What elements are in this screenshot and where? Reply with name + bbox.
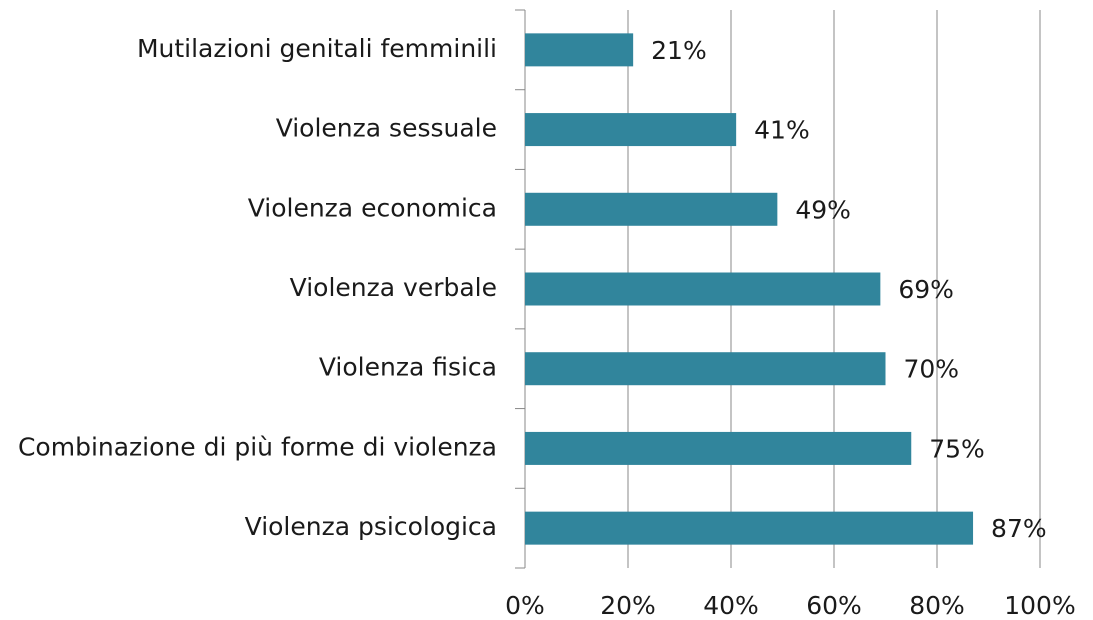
bar [525,192,778,226]
value-label: 21% [651,36,707,65]
x-tick-label: 100% [1004,591,1075,620]
y-tick-label: Violenza fisica [319,353,497,382]
x-tick-label: 40% [703,591,759,620]
x-tick-label: 60% [806,591,862,620]
value-label: 41% [754,116,810,145]
y-tick-label: Violenza economica [248,193,497,222]
value-label: 75% [929,434,985,463]
bar [525,511,974,545]
bar [525,352,886,386]
value-label: 49% [795,195,851,224]
x-tick-label: 80% [909,591,965,620]
value-label: 69% [898,275,954,304]
x-tick-label: 0% [505,591,545,620]
value-label: 87% [991,514,1047,543]
bar [525,113,737,147]
x-tick-label: 20% [600,591,656,620]
y-tick-label: Violenza psicologica [245,512,497,541]
y-tick-label: Violenza verbale [290,273,497,302]
bar [525,431,912,465]
bar [525,33,634,67]
y-tick-label: Violenza sessuale [276,114,497,143]
value-label: 70% [904,355,960,384]
bar [525,272,881,306]
y-tick-label: Combinazione di più forme di violenza [18,432,497,461]
y-tick-label: Mutilazioni genitali femminili [137,34,497,63]
